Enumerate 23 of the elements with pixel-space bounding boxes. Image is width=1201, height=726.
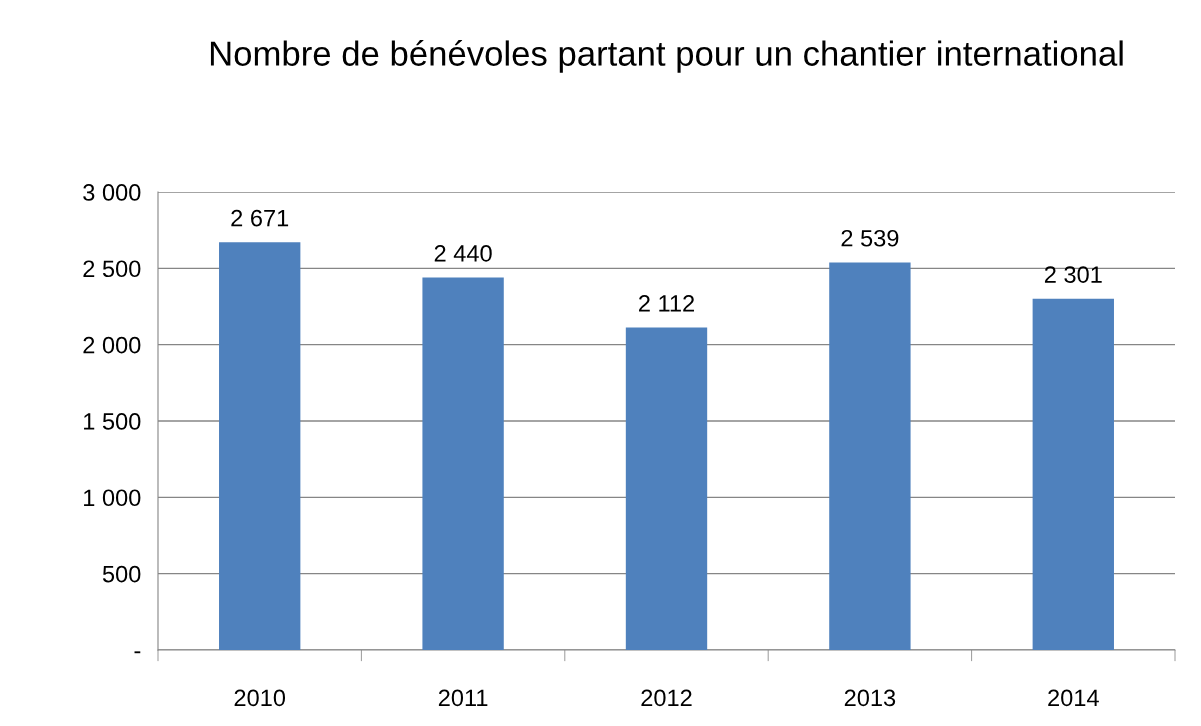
y-tick-label: 2 500 <box>83 260 141 278</box>
data-label: 2 539 <box>841 229 899 247</box>
bar <box>422 277 504 650</box>
chart-title: Nombre de bénévoles partant pour un chantier international <box>210 40 1123 73</box>
y-tick-label: 1 500 <box>84 413 141 430</box>
bar <box>829 262 911 650</box>
bar <box>1032 298 1114 650</box>
data-label: 2 112 <box>639 295 694 312</box>
data-label: 2 301 <box>1044 266 1102 283</box>
x-tick-label: 2012 <box>641 689 692 707</box>
x-tick-label: 2010 <box>234 689 286 707</box>
y-tick-label: 3 000 <box>83 184 141 201</box>
y-tick-label: 2 000 <box>83 336 141 354</box>
bar <box>219 242 301 650</box>
y-tick-label: 500 <box>102 565 141 583</box>
y-tick-label: - <box>134 651 141 654</box>
x-tick-label: 2014 <box>1048 689 1099 707</box>
y-tick-label: 1 000 <box>84 489 141 507</box>
data-label: 2 671 <box>231 209 289 227</box>
x-tick-label: 2013 <box>844 689 896 707</box>
bar <box>625 327 708 650</box>
data-label: 2 440 <box>434 245 492 262</box>
x-tick-label: 2011 <box>438 689 488 707</box>
